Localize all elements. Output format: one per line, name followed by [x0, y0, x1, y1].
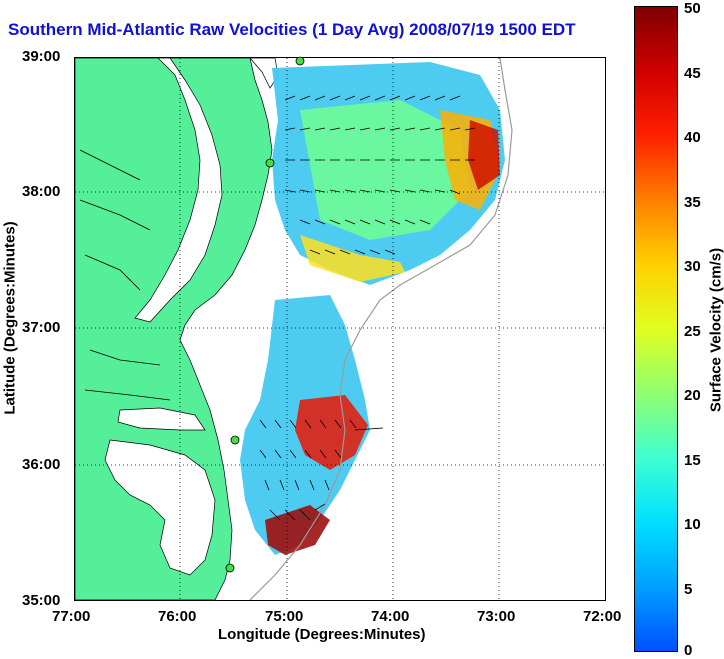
x-axis-label: Longitude (Degrees:Minutes): [218, 626, 426, 643]
velocity-field-north-warm: [300, 100, 470, 240]
colorbar-title: Surface Velocity (cm/s): [707, 247, 724, 413]
colorbar-tick: 5: [684, 581, 693, 598]
map-grid: [75, 58, 605, 600]
ytick-label: 38:00: [22, 183, 61, 200]
xtick-label: 75:00: [265, 608, 304, 625]
xtick-label: 72:00: [583, 608, 622, 625]
velocity-field-north-max: [468, 120, 500, 190]
station-tip[interactable]: [225, 563, 235, 573]
colorbar-tick: 50: [684, 0, 701, 17]
colorbar: [634, 6, 678, 652]
velocity-field-south-max: [265, 505, 330, 555]
rivers: [79, 149, 171, 401]
colorbar-tick: 25: [684, 323, 701, 340]
xtick-label: 76:00: [158, 608, 197, 625]
xtick-label: 74:00: [371, 608, 410, 625]
xtick-label: 77:00: [52, 608, 91, 625]
y-axis-label: Latitude (Degrees:Minutes): [1, 221, 19, 415]
velocity-field-south-hot: [295, 395, 368, 470]
colorbar-tick: 30: [684, 258, 701, 275]
chesapeake-bay: [134, 58, 223, 323]
ytick-label: 36:00: [22, 456, 61, 473]
velocity-arrows: [259, 95, 476, 521]
colorbar-tick: 15: [684, 452, 701, 469]
ytick-label: 39:00: [22, 48, 61, 65]
colorbar-tick: 20: [684, 387, 701, 404]
station-north[interactable]: [295, 56, 305, 66]
ytick-label: 35:00: [22, 592, 61, 609]
colorbar-tick: 10: [684, 516, 701, 533]
colorbar-tick: 45: [684, 65, 701, 82]
colorbar-tick: 40: [684, 129, 701, 146]
map-title: Southern Mid-Atlantic Raw Velocities (1 …: [8, 20, 576, 39]
colorbar-tick: 35: [684, 194, 701, 211]
pamlico-sound: [104, 439, 216, 576]
xtick-label: 73:00: [477, 608, 516, 625]
station-south[interactable]: [230, 435, 240, 445]
albemarle-sound: [117, 407, 206, 431]
velocity-field-south-band: [300, 235, 405, 282]
bathymetry-contour: [249, 58, 513, 600]
ytick-label: 37:00: [22, 319, 61, 336]
colorbar-tick: 0: [684, 642, 693, 659]
station-mid[interactable]: [265, 158, 275, 168]
